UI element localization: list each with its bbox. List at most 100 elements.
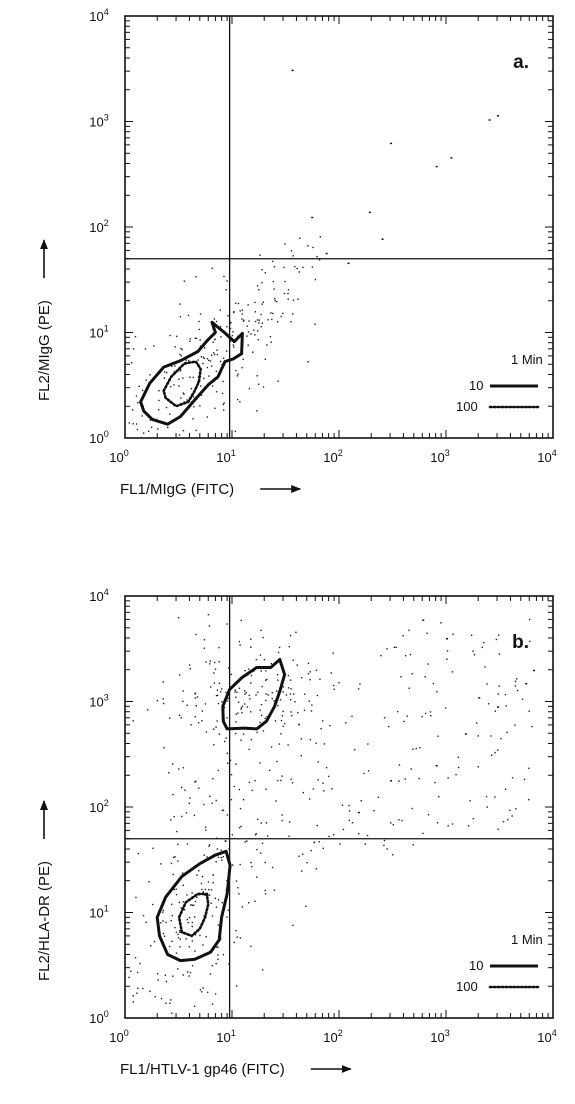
panel-b-event-dot [210,889,213,891]
panel-b-event-dot [259,709,261,712]
panel-b-event-dot [169,717,171,719]
panel-b-event-dot [411,807,413,810]
panel-b-event-dot [201,710,204,712]
panel-a-event-dot [182,430,185,432]
panel-b-event-dot [221,901,223,904]
panel-b-event-dot [274,720,277,722]
panel-a-event-dot [256,375,258,377]
panel-b-event-dot [165,1002,167,1005]
panel-b-event-dot [516,689,519,692]
panel-b-event-dot [310,710,313,712]
panel-b-event-dot [497,693,499,695]
panel-b-event-dot [198,869,200,872]
panel-a-event-dot [157,428,159,430]
panel-b-event-dot [195,780,197,783]
panel-a-event-dot [269,335,272,338]
panel-b-event-dot [216,720,218,722]
panel-a-event-dot [181,348,183,351]
panel-b-event-dot [182,767,185,769]
panel-b-event-dot [277,651,280,654]
panel-b-event-dot [457,756,460,759]
panel-a-axis-ticks [124,16,553,439]
panel-b-event-dot [498,653,501,655]
panel-a-event-dot [312,246,314,249]
panel-b-event-dot [421,715,423,718]
panel-a-event-dot [195,429,197,432]
panel-b-event-dot [239,937,242,939]
panel-b-event-dot [265,788,267,790]
panel-b-y-tick-label: 104 [89,587,108,604]
panel-b-event-dot [142,987,144,990]
panel-b-event-dot [217,958,219,960]
panel-a-event-dot [165,406,168,409]
panel-b-event-dot [329,724,331,727]
panel-a-event-dot [230,321,232,324]
panel-b-event-dot [182,700,184,703]
panel-a-event-dot [194,337,197,339]
panel-b-event-dot [380,654,382,657]
panel-b-event-dot [486,806,488,808]
panel-b-event-dot [366,834,369,837]
panel-b-event-dot [231,864,234,866]
panel-a-event-dot [153,345,155,347]
panel-b-event-dot [455,774,457,776]
panel-b-event-dot [212,881,214,884]
panel-b-event-dot [208,843,211,846]
panel-b-event-dot [214,668,217,670]
panel-b-event-dot [203,915,205,917]
panel-a-event-dot [158,390,160,392]
panel-a-event-dot [284,243,286,245]
panel-b-x-tick-label: 104 [537,1028,556,1045]
panel-b-event-dot [373,809,375,812]
panel-b-event-dot [172,975,174,977]
panel-b-event-dot [219,691,222,693]
panel-a-event-dot [283,266,285,269]
panel-b-event-dot [130,970,132,972]
panel-a-scatter-point [325,252,328,255]
panel-a-event-dot [216,353,219,356]
panel-b-event-dot [150,945,152,947]
panel-a-y-axis-title: FL2/MIgG (PE) [36,300,53,401]
panel-b-event-dot [217,769,220,772]
panel-b-event-dot [477,766,479,768]
panel-b-event-dot [472,817,475,820]
panel-b-y-tick-label: 101 [89,904,108,921]
panel-b-event-dot [290,711,292,713]
panel-a-event-dot [214,338,216,341]
panel-b-event-dot [255,694,257,696]
panel-b-event-dot [160,922,162,924]
panel-b-event-dot [194,900,197,903]
panel-b-event-dot [233,941,235,944]
panel-b-event-dot [528,618,531,621]
panel-b-event-dot [303,709,306,712]
panel-b-event-dot [182,901,184,903]
panel-b-event-dot [364,843,367,845]
panel-a-event-dot [213,318,216,320]
panel-a-event-dot [188,359,190,362]
panel-b-event-dot [215,946,218,948]
panel-b-event-dot [277,704,279,707]
panel-b-y-axis-title: FL2/HLA-DR (PE) [36,861,53,981]
panel-a-y-tick-label: 103 [89,113,108,130]
panel-b-event-dot [177,933,179,936]
panel-b-event-dot [172,793,174,796]
panel-a-event-dot [292,299,295,301]
panel-b-contour-10-1 [155,849,232,963]
panel-a-scatter-point [390,142,393,145]
panel-b-event-dot [251,865,253,868]
panel-b-event-dot [348,810,351,812]
panel-b-event-dot [481,646,484,649]
panel-a-legend-entry-10: 10 [469,378,483,393]
panel-a-event-dot [173,384,175,386]
panel-a-event-dot [276,321,279,323]
panel-a-event-dot [242,358,244,361]
panel-b-event-dot [162,911,164,913]
panel-b-event-dot [243,690,246,692]
panel-b-event-dot [218,661,220,663]
panel-b-event-dot [514,685,517,687]
panel-b-event-dot [325,766,328,769]
panel-a-event-dot [149,419,151,421]
panel-b-event-dot [215,694,218,697]
panel-a-event-dot [199,313,202,315]
panel-a-event-dot [174,346,176,348]
